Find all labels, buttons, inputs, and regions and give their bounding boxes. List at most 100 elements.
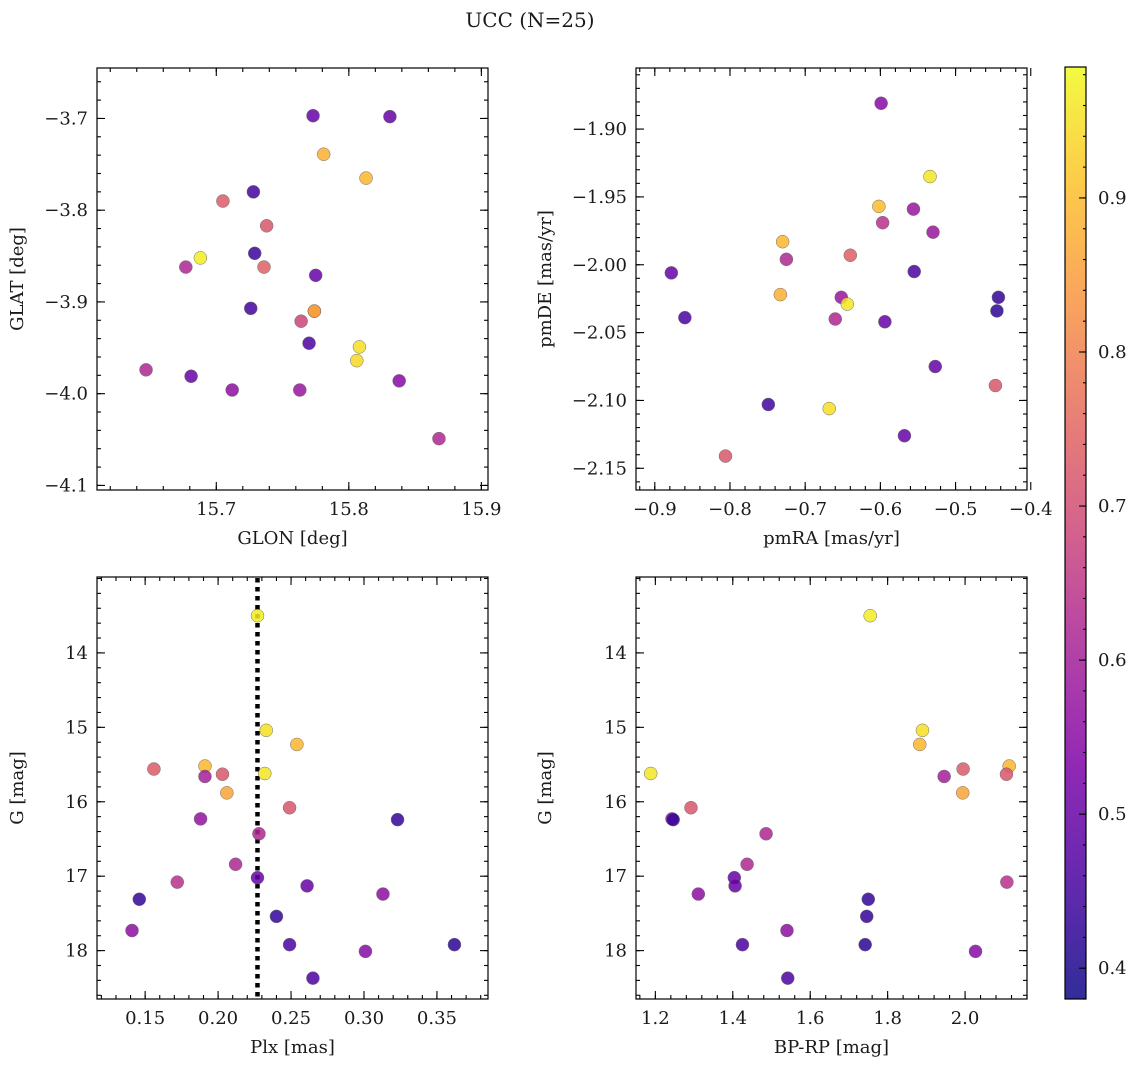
colorbar-tick-label: 0.9 [1098,188,1127,209]
data-point [392,374,406,388]
data-point [928,359,943,374]
data-point [1000,875,1014,889]
y-tick-label: −3.8 [44,200,88,221]
x-tick-label: 15.9 [461,499,501,520]
data-point [643,766,658,781]
x-tick-label: 15.8 [329,499,369,520]
data-point [780,923,794,938]
data-point [306,971,320,985]
data-point [316,147,331,161]
y-tick-label: 18 [65,941,88,962]
data-point [170,875,184,889]
data-point [352,340,367,354]
data-point [294,314,308,328]
y-tick-label: 16 [65,792,88,813]
data-point [840,297,855,311]
data-point [259,723,273,738]
x-tick-label: 0.25 [271,1008,311,1029]
y-tick-label: −1.90 [572,119,627,140]
data-point [252,827,266,841]
data-point [773,287,788,302]
figure-title: UCC (N=25) [465,8,594,32]
data-point [147,762,161,776]
y-axis-label: GLAT [deg] [7,227,28,331]
x-tick-label: −0.6 [859,499,903,520]
colorbar-tick-label: 0.5 [1098,804,1127,825]
data-point [861,892,876,907]
y-axis-label: pmDE [mas/yr] [535,210,556,348]
x-tick-label: 0.30 [344,1008,384,1029]
data-point [132,892,147,907]
data-point [290,737,304,752]
y-tick-label: 15 [65,717,88,738]
data-point [307,304,322,318]
data-point [306,108,320,123]
y-tick-label: 14 [604,643,627,664]
data-point [432,431,446,446]
x-tick-label: −0.9 [633,499,677,520]
colorbar-tick-label: 0.6 [1098,650,1127,671]
y-tick-label: −4.0 [44,384,88,405]
data-point [906,202,921,216]
data-point [282,937,297,952]
data-point [822,401,836,416]
x-tick-label: 1.4 [718,1008,747,1029]
data-point [250,608,265,623]
x-tick-label: 15.7 [196,499,236,520]
x-tick-label: 1.2 [641,1008,670,1029]
y-tick-label: 16 [604,792,627,813]
data-point [350,353,364,368]
x-tick-label: 1.6 [796,1008,825,1029]
minor-ticks [636,68,1027,490]
data-point [664,266,679,280]
data-point [302,336,316,350]
data-point [390,812,405,827]
data-point [179,260,193,274]
glon-glat-panel: 15.7 15.8 15.9 −4.1 −4.0 −3.9 −3.8 −3.7 GLON [de… [7,67,501,549]
data-point [666,812,680,827]
data-point [858,937,872,952]
y-tick-label: 15 [604,717,627,738]
data-point [926,225,940,239]
data-point [216,194,230,208]
data-point [247,246,262,261]
data-point [259,219,274,233]
minor-ticks [97,577,488,999]
colorbar: 0.4 0.5 0.6 0.7 0.8 0.9 [1064,66,1127,1000]
data-point [718,449,733,463]
data-point [878,314,892,329]
data-point [728,879,742,893]
axes-frame [96,576,489,1000]
colorbar-frame [1064,66,1087,1000]
y-tick-label: −2.00 [572,255,627,276]
y-tick-label: −3.7 [44,108,88,129]
data-point [923,169,937,184]
data-point [293,383,307,397]
colorbar-gradient [1065,67,1086,999]
bprp-g-panel: 1.2 1.4 1.6 1.8 2.0 14 15 16 17 18 BP-RP [mag] G [m… [535,576,1028,1058]
x-axis-label: GLON [deg] [237,528,347,549]
data-point [220,786,234,800]
data-point [193,812,208,826]
y-tick-label: −3.9 [44,292,88,313]
data-point [383,109,397,124]
data-point [863,608,877,623]
x-tick-label: 1.8 [873,1008,902,1029]
data-point [907,264,921,279]
x-tick-label: 2.0 [951,1008,980,1029]
data-point [139,363,153,377]
y-tick-label: 17 [604,866,627,887]
data-point [246,185,261,199]
data-point [308,268,323,283]
data-point [184,369,198,383]
pmra-pmde-panel: −0.9 −0.8 −0.7 −0.6 −0.5 −0.4 −2.15 −2.10 −2.05 −… [535,67,1053,549]
y-axis-label: G [mag] [7,751,28,824]
y-tick-label: 17 [65,866,88,887]
data-point [913,737,927,752]
data-point [300,879,314,893]
data-point [228,857,243,872]
data-point [740,857,754,872]
data-point [257,260,271,274]
data-point [988,378,1003,393]
axes-frame [96,67,489,491]
